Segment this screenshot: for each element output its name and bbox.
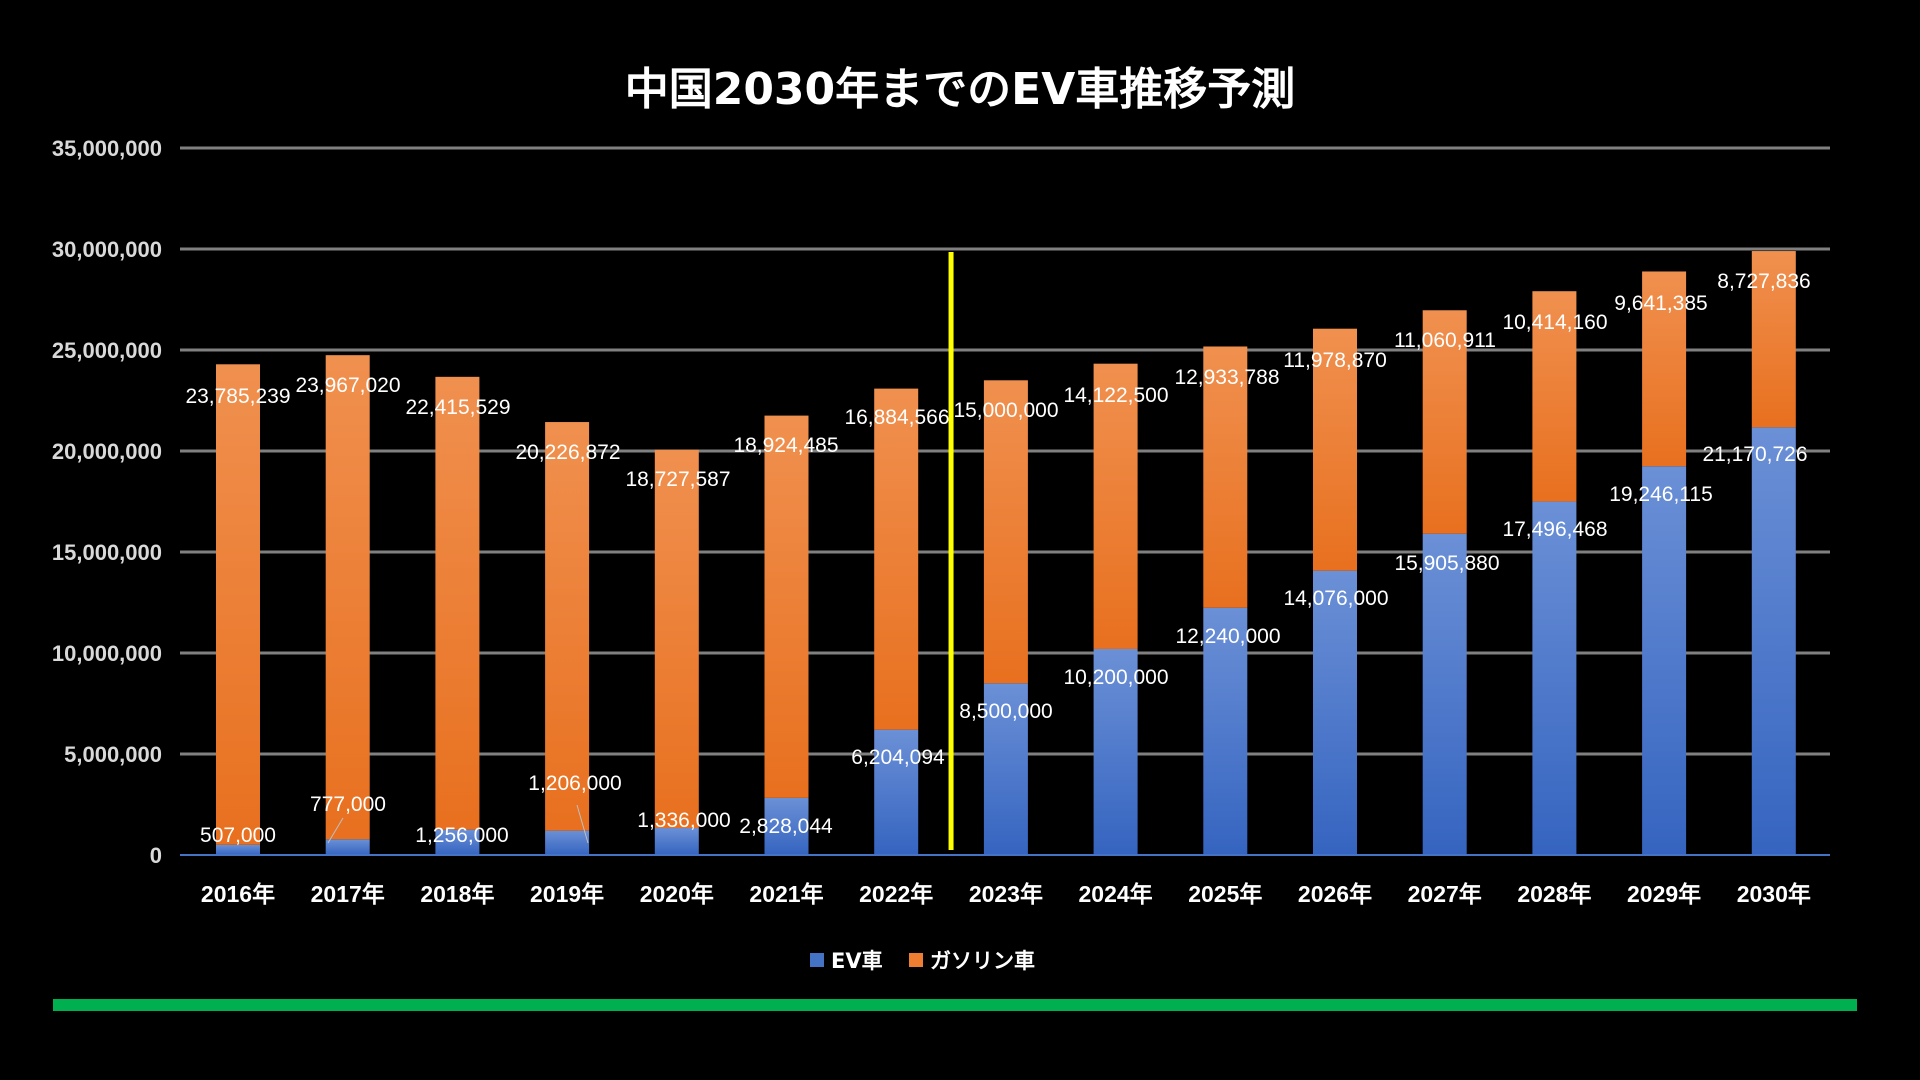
x-tick-label: 2024年 bbox=[1079, 881, 1153, 907]
data-label-ev: 19,246,115 bbox=[1609, 483, 1713, 506]
x-tick-label: 2019年 bbox=[530, 881, 604, 907]
x-tick-label: 2028年 bbox=[1517, 881, 1591, 907]
bar-ev bbox=[983, 683, 1028, 855]
data-label-gasoline: 18,924,485 bbox=[733, 434, 838, 457]
bar-ev bbox=[545, 830, 590, 855]
bar-ev bbox=[1751, 427, 1796, 855]
bar-ev bbox=[1532, 501, 1577, 855]
y-tick-label: 25,000,000 bbox=[52, 338, 162, 363]
legend-swatch-gasoline bbox=[909, 953, 923, 967]
bar-gasoline bbox=[1642, 271, 1687, 467]
y-tick-label: 10,000,000 bbox=[52, 641, 162, 666]
data-label-gasoline: 11,978,870 bbox=[1283, 349, 1387, 372]
x-tick-label: 2025年 bbox=[1188, 881, 1262, 907]
data-label-gasoline: 23,785,239 bbox=[185, 385, 290, 408]
data-label-ev: 21,170,726 bbox=[1702, 443, 1807, 466]
bar-gasoline bbox=[545, 422, 590, 831]
data-label-gasoline: 10,414,160 bbox=[1502, 311, 1607, 334]
y-tick-label: 20,000,000 bbox=[52, 439, 162, 464]
data-label-ev: 8,500,000 bbox=[959, 700, 1052, 723]
bar-ev bbox=[1422, 533, 1467, 855]
data-label-ev: 2,828,044 bbox=[739, 815, 833, 838]
x-tick-label: 2026年 bbox=[1298, 881, 1372, 907]
data-label-gasoline: 23,967,020 bbox=[295, 374, 400, 397]
bar-ev bbox=[1313, 570, 1357, 855]
bar-gasoline bbox=[983, 380, 1028, 684]
x-tick-label: 2027年 bbox=[1408, 881, 1482, 907]
data-label-gasoline: 22,415,529 bbox=[405, 396, 510, 419]
x-tick-label: 2030年 bbox=[1737, 881, 1811, 907]
bar-ev bbox=[654, 828, 699, 855]
bar-ev bbox=[764, 797, 809, 855]
y-tick-label: 35,000,000 bbox=[52, 136, 162, 161]
bar-gasoline bbox=[874, 388, 919, 730]
chart-title: 中国2030年までのEV車推移予測 bbox=[625, 64, 1296, 115]
bar-ev bbox=[1642, 466, 1687, 855]
x-tick-label: 2017年 bbox=[311, 881, 385, 907]
data-label-gasoline: 18,727,587 bbox=[625, 468, 730, 491]
x-tick-label: 2021年 bbox=[749, 881, 823, 907]
footer-accent-line bbox=[53, 999, 1857, 1011]
data-label-gasoline: 12,933,788 bbox=[1174, 366, 1279, 389]
data-label-gasoline: 20,226,872 bbox=[515, 441, 620, 464]
bar-gasoline bbox=[325, 355, 370, 840]
bar-gasoline bbox=[1751, 251, 1796, 428]
legend-swatch-ev bbox=[810, 953, 824, 967]
data-label-gasoline: 15,000,000 bbox=[953, 399, 1058, 422]
data-label-ev: 17,496,468 bbox=[1502, 518, 1607, 541]
data-label-ev: 14,076,000 bbox=[1283, 587, 1388, 610]
legend: EV車 ガソリン車 bbox=[810, 949, 1035, 973]
bar-gasoline bbox=[764, 415, 809, 798]
x-axis-ticks: 2016年 2017年 2018年 2019年 2020年 2021年 2022年 2023年… bbox=[201, 881, 1811, 907]
bar-ev bbox=[325, 839, 370, 855]
x-tick-label: 2022年 bbox=[859, 881, 933, 907]
x-tick-label: 2016年 bbox=[201, 881, 275, 907]
data-label-gasoline: 8,727,836 bbox=[1717, 270, 1810, 293]
bar-gasoline bbox=[1532, 291, 1577, 502]
data-label-gasoline: 16,884,566 bbox=[844, 406, 949, 429]
bar-gasoline bbox=[216, 364, 260, 845]
bar-gasoline bbox=[1203, 346, 1248, 608]
data-label-ev: 6,204,094 bbox=[851, 746, 945, 769]
data-label-ev: 1,256,000 bbox=[415, 824, 508, 847]
y-tick-label: 5,000,000 bbox=[64, 742, 162, 767]
y-tick-label: 0 bbox=[150, 843, 162, 868]
bar-ev bbox=[435, 829, 480, 855]
data-label-ev: 1,336,000 bbox=[637, 809, 730, 832]
legend-label-gasoline: ガソリン車 bbox=[930, 949, 1035, 973]
bar-ev bbox=[1093, 648, 1138, 855]
y-tick-label: 15,000,000 bbox=[52, 540, 162, 565]
leader-line bbox=[576, 804, 589, 844]
data-label-ev: 12,240,000 bbox=[1175, 625, 1280, 648]
bar-gasoline bbox=[1313, 328, 1357, 571]
y-axis-ticks: 0 5,000,000 10,000,000 15,000,000 20,000,000… bbox=[52, 136, 162, 868]
data-label-ev: 15,905,880 bbox=[1394, 552, 1499, 575]
bar-gasoline bbox=[654, 449, 699, 829]
x-tick-label: 2018年 bbox=[420, 881, 494, 907]
data-label-ev: 1,206,000 bbox=[528, 772, 621, 795]
bar-ev bbox=[874, 729, 919, 855]
bar-gasoline bbox=[1093, 363, 1138, 649]
bar-gasoline bbox=[1422, 310, 1467, 534]
data-labels: 507,000 777,000 1,256,000 1,206,000 1,336,00… bbox=[185, 270, 1810, 847]
data-label-ev: 507,000 bbox=[200, 824, 276, 847]
legend-label-ev: EV車 bbox=[831, 949, 883, 973]
data-label-gasoline: 11,060,911 bbox=[1394, 329, 1496, 352]
bars bbox=[216, 251, 1796, 855]
leader-line bbox=[327, 817, 344, 844]
x-tick-label: 2023年 bbox=[969, 881, 1043, 907]
x-tick-label: 2029年 bbox=[1627, 881, 1701, 907]
bar-ev bbox=[1203, 607, 1248, 855]
data-label-ev: 777,000 bbox=[310, 793, 386, 816]
data-label-ev: 10,200,000 bbox=[1063, 666, 1168, 689]
data-label-gasoline: 14,122,500 bbox=[1063, 384, 1168, 407]
bar-ev bbox=[216, 844, 260, 855]
x-tick-label: 2020年 bbox=[640, 881, 714, 907]
bar-gasoline bbox=[435, 376, 480, 830]
y-tick-label: 30,000,000 bbox=[52, 237, 162, 262]
data-label-gasoline: 9,641,385 bbox=[1614, 292, 1707, 315]
